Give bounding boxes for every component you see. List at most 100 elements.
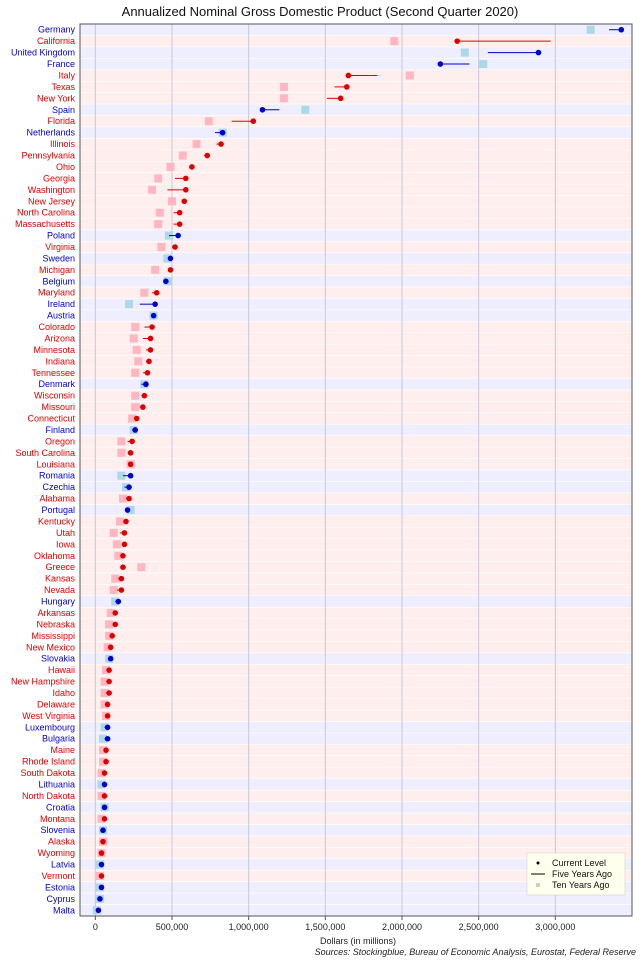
x-tick-label: 2,000,000 bbox=[382, 922, 422, 932]
category-label: Ohio bbox=[56, 162, 75, 172]
category-label: France bbox=[47, 59, 75, 69]
row-band bbox=[79, 904, 633, 917]
ten-years-ago-marker bbox=[279, 94, 288, 103]
row-band bbox=[79, 366, 633, 379]
row-band bbox=[79, 332, 633, 345]
row-band bbox=[79, 412, 633, 425]
ten-years-ago-marker bbox=[99, 746, 107, 755]
current-level-dot bbox=[118, 587, 125, 593]
row-band bbox=[79, 80, 633, 93]
current-level-dot bbox=[149, 324, 155, 330]
current-level-dot bbox=[172, 244, 178, 250]
current-level-dot bbox=[127, 461, 134, 468]
category-label: Denmark bbox=[38, 379, 75, 389]
legend-entry: Ten Years Ago bbox=[552, 880, 610, 890]
current-level-dot bbox=[204, 152, 211, 159]
ten-years-ago-marker bbox=[131, 403, 140, 412]
ten-years-ago-marker bbox=[111, 574, 120, 583]
current-level-dot bbox=[100, 838, 106, 845]
category-label: Washington bbox=[28, 185, 75, 195]
current-level-dot bbox=[181, 198, 188, 205]
row-band bbox=[79, 595, 633, 608]
row-band bbox=[79, 721, 633, 734]
row-band bbox=[79, 401, 633, 414]
category-label: Alaska bbox=[48, 837, 75, 847]
category-label: Sweden bbox=[42, 253, 75, 263]
row-band bbox=[79, 172, 633, 185]
ten-years-ago-marker bbox=[134, 357, 143, 366]
category-label: Arkansas bbox=[37, 608, 75, 618]
current-level-dot bbox=[115, 598, 122, 605]
source-note: Sources: Stockingblue, Bureau of Economi… bbox=[315, 947, 636, 957]
ten-years-ago-marker bbox=[109, 586, 118, 595]
current-level-dot bbox=[437, 61, 444, 67]
row-band bbox=[79, 744, 633, 757]
current-level-dot bbox=[98, 861, 105, 868]
current-level-dot bbox=[121, 530, 128, 536]
current-level-dot bbox=[104, 701, 111, 708]
category-label: Latvia bbox=[51, 860, 75, 870]
ten-years-ago-marker bbox=[168, 197, 176, 206]
category-label: Hawaii bbox=[48, 665, 75, 675]
category-label: Tennessee bbox=[31, 368, 75, 378]
category-label: Netherlands bbox=[26, 128, 75, 138]
row-band bbox=[79, 652, 633, 665]
category-label: Malta bbox=[53, 905, 75, 915]
row-band bbox=[79, 355, 633, 368]
current-level-dot bbox=[123, 518, 129, 525]
ten-years-ago-marker bbox=[97, 791, 106, 800]
row-band bbox=[79, 618, 633, 631]
current-level-dot bbox=[103, 747, 109, 753]
ten-years-ago-marker bbox=[99, 757, 107, 766]
ten-years-ago-marker bbox=[97, 769, 106, 778]
current-level-dot bbox=[97, 896, 103, 902]
row-band bbox=[79, 275, 633, 288]
category-label: Ireland bbox=[47, 299, 75, 309]
category-label: Lithuania bbox=[38, 779, 75, 789]
current-level-dot bbox=[126, 495, 132, 502]
ten-years-ago-marker bbox=[204, 117, 213, 126]
row-band bbox=[79, 481, 633, 494]
current-level-dot bbox=[120, 552, 126, 559]
current-level-dot bbox=[176, 209, 183, 216]
current-level-dot bbox=[127, 450, 134, 456]
category-label: Finland bbox=[45, 425, 75, 435]
current-level-dot bbox=[120, 564, 126, 571]
x-tick-label: 2,500,000 bbox=[459, 922, 499, 932]
ten-years-ago-marker bbox=[115, 517, 124, 526]
current-level-dot bbox=[153, 289, 160, 296]
current-level-dot bbox=[183, 175, 189, 182]
category-label: California bbox=[37, 36, 75, 46]
category-label: Delaware bbox=[37, 699, 75, 709]
category-label: Texas bbox=[51, 82, 75, 92]
ten-years-ago-marker bbox=[105, 631, 114, 640]
row-band bbox=[79, 424, 633, 436]
current-level-dot bbox=[163, 278, 169, 285]
category-label: Austria bbox=[47, 311, 75, 321]
current-level-dot bbox=[107, 644, 114, 651]
row-band bbox=[79, 584, 633, 597]
ten-years-ago-marker bbox=[132, 345, 141, 354]
ten-years-ago-marker bbox=[105, 620, 114, 629]
ten-years-ago-marker bbox=[460, 48, 469, 57]
category-label: New Jersey bbox=[28, 196, 76, 206]
ten-years-ago-marker bbox=[112, 540, 121, 549]
current-level-dot bbox=[104, 735, 111, 742]
ten-years-ago-marker bbox=[148, 185, 157, 194]
row-band bbox=[79, 515, 633, 528]
category-label: Greece bbox=[45, 562, 75, 572]
row-band bbox=[79, 115, 633, 128]
row-band bbox=[79, 664, 633, 677]
legend-entry: Current Level bbox=[552, 858, 606, 868]
current-level-dot bbox=[129, 438, 135, 445]
category-label: Vermont bbox=[41, 871, 75, 881]
ten-years-ago-marker bbox=[100, 677, 109, 686]
row-band bbox=[79, 709, 633, 722]
legend-current-marker bbox=[536, 861, 540, 865]
x-tick-label: 1,000,000 bbox=[229, 922, 269, 932]
current-level-dot bbox=[344, 84, 350, 90]
category-label: Slovenia bbox=[40, 825, 75, 835]
category-label: United Kingdom bbox=[11, 48, 75, 58]
row-band bbox=[79, 321, 633, 334]
